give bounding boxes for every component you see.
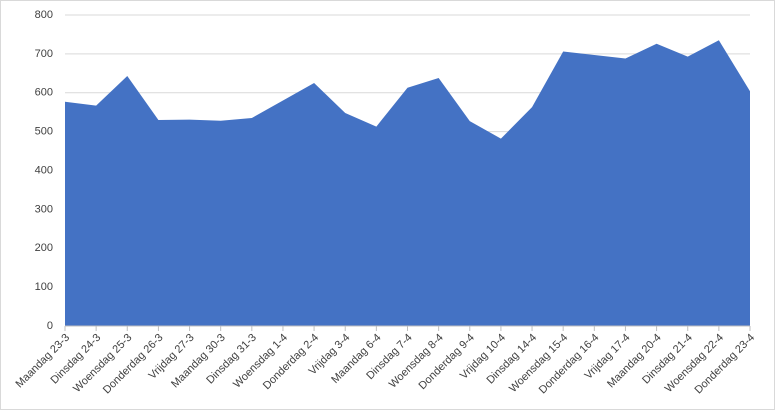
y-tick-label: 500 bbox=[35, 126, 53, 138]
y-tick-label: 300 bbox=[35, 203, 53, 215]
y-tick-label: 800 bbox=[35, 9, 53, 21]
y-tick-label: 200 bbox=[35, 242, 53, 254]
y-tick-label: 0 bbox=[47, 320, 53, 332]
area bbox=[65, 40, 750, 327]
y-tick-label: 100 bbox=[35, 281, 53, 293]
y-tick-label: 400 bbox=[35, 164, 53, 176]
y-tick-label: 600 bbox=[35, 87, 53, 99]
y-tick-label: 700 bbox=[35, 48, 53, 60]
